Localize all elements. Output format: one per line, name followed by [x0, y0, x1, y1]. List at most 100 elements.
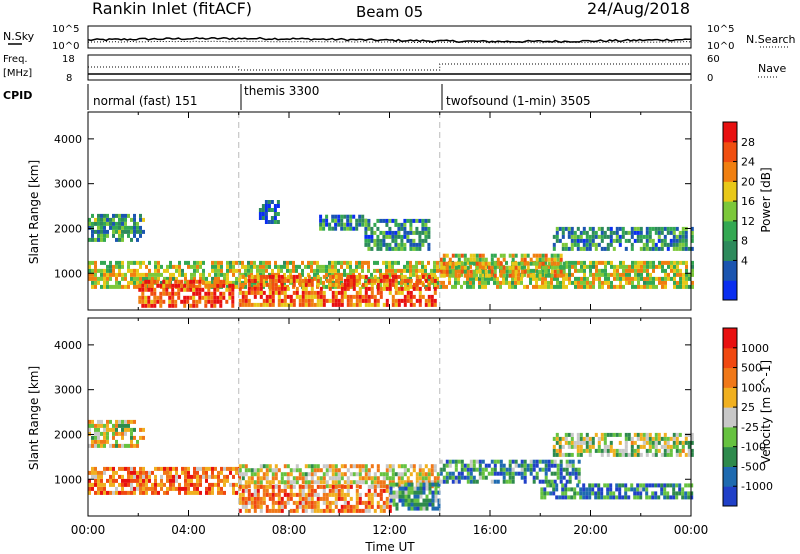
echo-cell: [403, 222, 407, 227]
echo-cell: [376, 504, 380, 509]
echo-cell: [258, 216, 262, 220]
echo-cell: [610, 280, 613, 285]
echo-cell: [382, 500, 386, 505]
echo-cell: [352, 504, 356, 509]
echo-cell: [352, 278, 356, 283]
echo-cell: [562, 276, 565, 281]
echo-cell: [301, 472, 305, 477]
echo-cell: [646, 272, 649, 277]
echo-cell: [141, 303, 145, 308]
echo-cell: [385, 246, 389, 251]
echo-cell: [217, 264, 220, 269]
echo-cell: [190, 264, 193, 269]
echo-cell: [543, 495, 547, 500]
echo-cell: [265, 476, 269, 481]
echo-cell: [418, 246, 422, 251]
echo-cell: [385, 218, 389, 223]
echo-cell: [472, 280, 475, 285]
echo-cell: [283, 484, 287, 489]
echo-cell: [262, 282, 266, 287]
echo-cell: [442, 273, 446, 278]
echo-cell: [283, 286, 287, 291]
echo-cell: [478, 280, 481, 285]
echo-cell: [133, 233, 136, 238]
echo-cell: [675, 238, 679, 243]
echo-cell: [162, 299, 166, 304]
echo-cell: [463, 475, 467, 480]
echo-cell: [153, 291, 157, 296]
echo-cell: [316, 508, 320, 513]
x-tick-label: 00:00: [674, 523, 709, 537]
echo-cell: [97, 482, 100, 487]
echo-cell: [373, 508, 377, 513]
echo-cell: [307, 488, 311, 493]
echo-cell: [487, 280, 490, 285]
colorbar-step: [723, 347, 737, 369]
echo-cell: [162, 291, 166, 296]
echo-cell: [373, 298, 377, 303]
echo-cell: [367, 242, 371, 247]
echo-cell: [409, 218, 413, 223]
echo-cell: [502, 257, 506, 262]
echo-cell: [250, 290, 254, 295]
echo-cell: [271, 472, 275, 477]
echo-cell: [313, 504, 317, 509]
echo-cell: [154, 272, 157, 277]
echo-cell: [106, 490, 109, 495]
echo-cell: [657, 230, 661, 235]
echo-cell: [565, 467, 569, 472]
echo-cell: [591, 238, 595, 243]
echo-cell: [389, 486, 393, 491]
echo-cell: [186, 287, 190, 292]
echo-cell: [304, 278, 308, 283]
echo-cell: [385, 230, 389, 235]
echo-cell: [669, 238, 673, 243]
echo-cell: [112, 470, 115, 475]
echo-cell: [298, 472, 302, 477]
echo-cell: [322, 268, 325, 273]
echo-cell: [153, 303, 157, 308]
echo-cell: [211, 268, 214, 273]
echo-cell: [633, 238, 637, 243]
echo-cell: [276, 220, 280, 224]
echo-cell: [295, 268, 298, 273]
echo-cell: [304, 294, 308, 299]
echo-cell: [301, 282, 305, 287]
echo-cell: [427, 298, 431, 303]
echo-cell: [340, 488, 344, 493]
echo-cell: [322, 222, 326, 227]
echo-cell: [256, 476, 260, 481]
echo-cell: [508, 475, 512, 480]
echo-cell: [565, 264, 568, 269]
echo-cell: [217, 268, 220, 273]
echo-cell: [636, 495, 640, 500]
echo-cell: [373, 476, 377, 481]
echo-cell: [385, 264, 388, 269]
echo-cell: [379, 286, 383, 291]
echo-cell: [394, 282, 398, 287]
echo-cell: [606, 432, 610, 437]
echo-cell: [174, 283, 178, 288]
echo-cell: [148, 478, 151, 483]
echo-cell: [199, 466, 202, 471]
echo-cell: [337, 222, 341, 227]
colorbar-step: [723, 220, 737, 242]
echo-cell: [490, 479, 494, 484]
echo-cell: [159, 291, 163, 296]
echo-cell: [267, 200, 271, 204]
echo-cell: [603, 448, 607, 453]
echo-cell: [672, 491, 676, 496]
echo-cell: [606, 226, 610, 231]
echo-cell: [235, 276, 238, 281]
echo-cell: [139, 213, 142, 218]
echo-cell: [151, 272, 154, 277]
echo-cell: [603, 230, 607, 235]
echo-cell: [337, 298, 341, 303]
echo-cell: [340, 264, 343, 269]
echo-cell: [295, 508, 299, 513]
echo-cell: [295, 468, 299, 473]
echo-cell: [562, 272, 565, 277]
echo-cell: [496, 479, 500, 484]
echo-cell: [612, 238, 616, 243]
